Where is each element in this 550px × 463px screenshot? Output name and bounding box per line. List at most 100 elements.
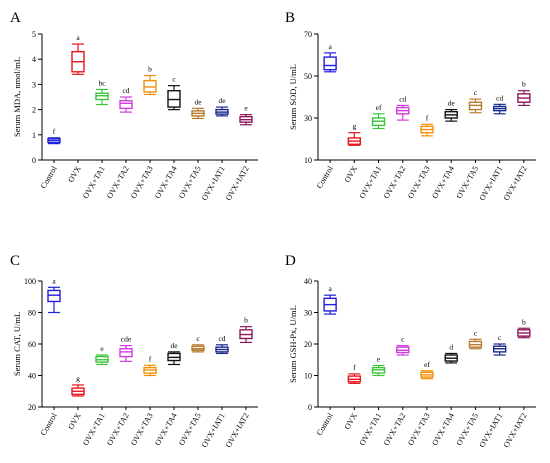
box-7: c OVX+TA5 [454, 88, 483, 201]
box-5: f OVX+TA3 [406, 113, 434, 201]
significance-label: cd [399, 94, 406, 103]
significance-label: c [474, 88, 478, 97]
significance-label: c [196, 334, 200, 343]
iqr-box [119, 348, 133, 358]
y-tick-label: 30 [304, 114, 312, 123]
category-label: Control [39, 411, 59, 437]
category-label: OVX+TA1 [81, 165, 107, 201]
y-tick-label: 30 [304, 309, 312, 318]
significance-label: bc [98, 78, 106, 87]
significance-label: g [352, 122, 356, 131]
significance-label: a [52, 276, 56, 285]
significance-label: cd [496, 93, 503, 102]
significance-label: b [522, 317, 526, 326]
y-tick-label: 40 [28, 372, 36, 381]
category-label: OVX [66, 164, 83, 184]
category-label: OVX+TA3 [129, 165, 155, 201]
significance-label: c [474, 328, 478, 337]
iqr-box [119, 100, 133, 110]
significance-label: c [498, 333, 502, 342]
y-axis-title: Serum SOD, U/mL [288, 64, 298, 130]
category-label: OVX+IAT1 [477, 164, 504, 202]
significance-label: cde [121, 335, 132, 344]
category-label: OVX+TA3 [406, 165, 432, 201]
category-label: OVX [343, 411, 360, 431]
significance-label: b [522, 80, 526, 89]
category-label: OVX+TA4 [430, 165, 456, 201]
category-label: OVX+TA2 [105, 412, 131, 448]
y-tick-label: 10 [304, 156, 312, 165]
category-label: OVX+IAT2 [502, 165, 529, 203]
box-3: bc OVX+TA1 [81, 78, 109, 201]
category-label: OVX+TA3 [406, 412, 432, 448]
significance-label: a [328, 42, 332, 51]
iqr-box [47, 289, 61, 303]
significance-label: cd [218, 334, 225, 343]
box-6: de OVX+TA4 [430, 99, 458, 201]
significance-label: f [53, 127, 56, 136]
box-9: b OVX+IAT2 [502, 317, 531, 450]
y-tick-label: 60 [28, 340, 36, 349]
category-label: OVX+IAT1 [200, 165, 227, 203]
panel-letter: C [10, 253, 20, 269]
panel-letter: B [285, 10, 295, 26]
panel-letter: A [10, 10, 21, 26]
y-tick-label: 50 [304, 72, 312, 81]
category-label: OVX+TA2 [382, 412, 408, 448]
box-9: b OVX+IAT2 [502, 80, 531, 203]
significance-label: cd [122, 86, 129, 95]
significance-label: e [244, 104, 248, 113]
iqr-box [323, 56, 337, 71]
y-tick-label: 80 [28, 309, 36, 318]
box-7: de OVX+TA5 [177, 97, 205, 201]
category-label: OVX+TA2 [105, 165, 131, 201]
category-label: OVX+IAT2 [224, 412, 251, 450]
y-tick-label: 2 [32, 106, 36, 115]
significance-label: b [148, 65, 152, 74]
box-7: c OVX+TA5 [177, 334, 205, 448]
y-tick-label: 4 [32, 55, 36, 64]
significance-label: g [76, 374, 80, 383]
category-label: Control [39, 164, 59, 190]
box-2: f OVX [343, 363, 362, 431]
category-label: OVX+TA5 [177, 165, 203, 201]
significance-label: de [218, 96, 226, 105]
significance-label: a [76, 33, 80, 42]
box-9: e OVX+IAT2 [224, 104, 253, 202]
box-6: d OVX+TA4 [430, 342, 458, 448]
y-axis-title: Serum CAT, U/mL [12, 312, 22, 376]
category-label: OVX+TA2 [382, 165, 408, 201]
box-5: ef OVX+TA3 [406, 360, 434, 448]
category-label: OVX+TA5 [177, 412, 203, 448]
y-tick-label: 1 [32, 131, 36, 140]
category-label: OVX+TA4 [430, 412, 456, 448]
category-label: OVX+TA1 [358, 412, 384, 448]
significance-label: ef [424, 360, 430, 369]
y-tick-label: 100 [24, 277, 36, 286]
category-label: OVX+TA4 [153, 412, 179, 448]
significance-label: c [401, 335, 405, 344]
y-tick-label: 10 [304, 372, 312, 381]
category-label: OVX+TA1 [358, 165, 384, 201]
category-label: OVX+TA5 [454, 165, 480, 201]
box-3: e OVX+TA1 [358, 354, 386, 448]
category-label: OVX+IAT2 [502, 412, 529, 450]
category-label: Control [315, 411, 335, 437]
box-2: g OVX [343, 122, 362, 184]
box-5: b OVX+TA3 [129, 65, 157, 201]
box-3: e OVX+TA1 [81, 344, 109, 447]
panel-b: B 10 30 50 70 Serum SOD, U/mL a Control g OVX ef OV… [285, 10, 536, 202]
box-7: c OVX+TA5 [454, 328, 483, 448]
significance-label: d [449, 342, 453, 351]
box-6: c OVX+TA4 [153, 75, 181, 200]
y-axis-title: Serum GSH-Px, U/mL [288, 305, 298, 383]
category-label: OVX+TA5 [454, 412, 480, 448]
significance-label: de [170, 341, 178, 350]
significance-label: f [353, 363, 356, 372]
y-tick-label: 3 [32, 80, 36, 89]
y-tick-label: 70 [304, 30, 312, 39]
box-9: b OVX+IAT2 [224, 316, 253, 450]
